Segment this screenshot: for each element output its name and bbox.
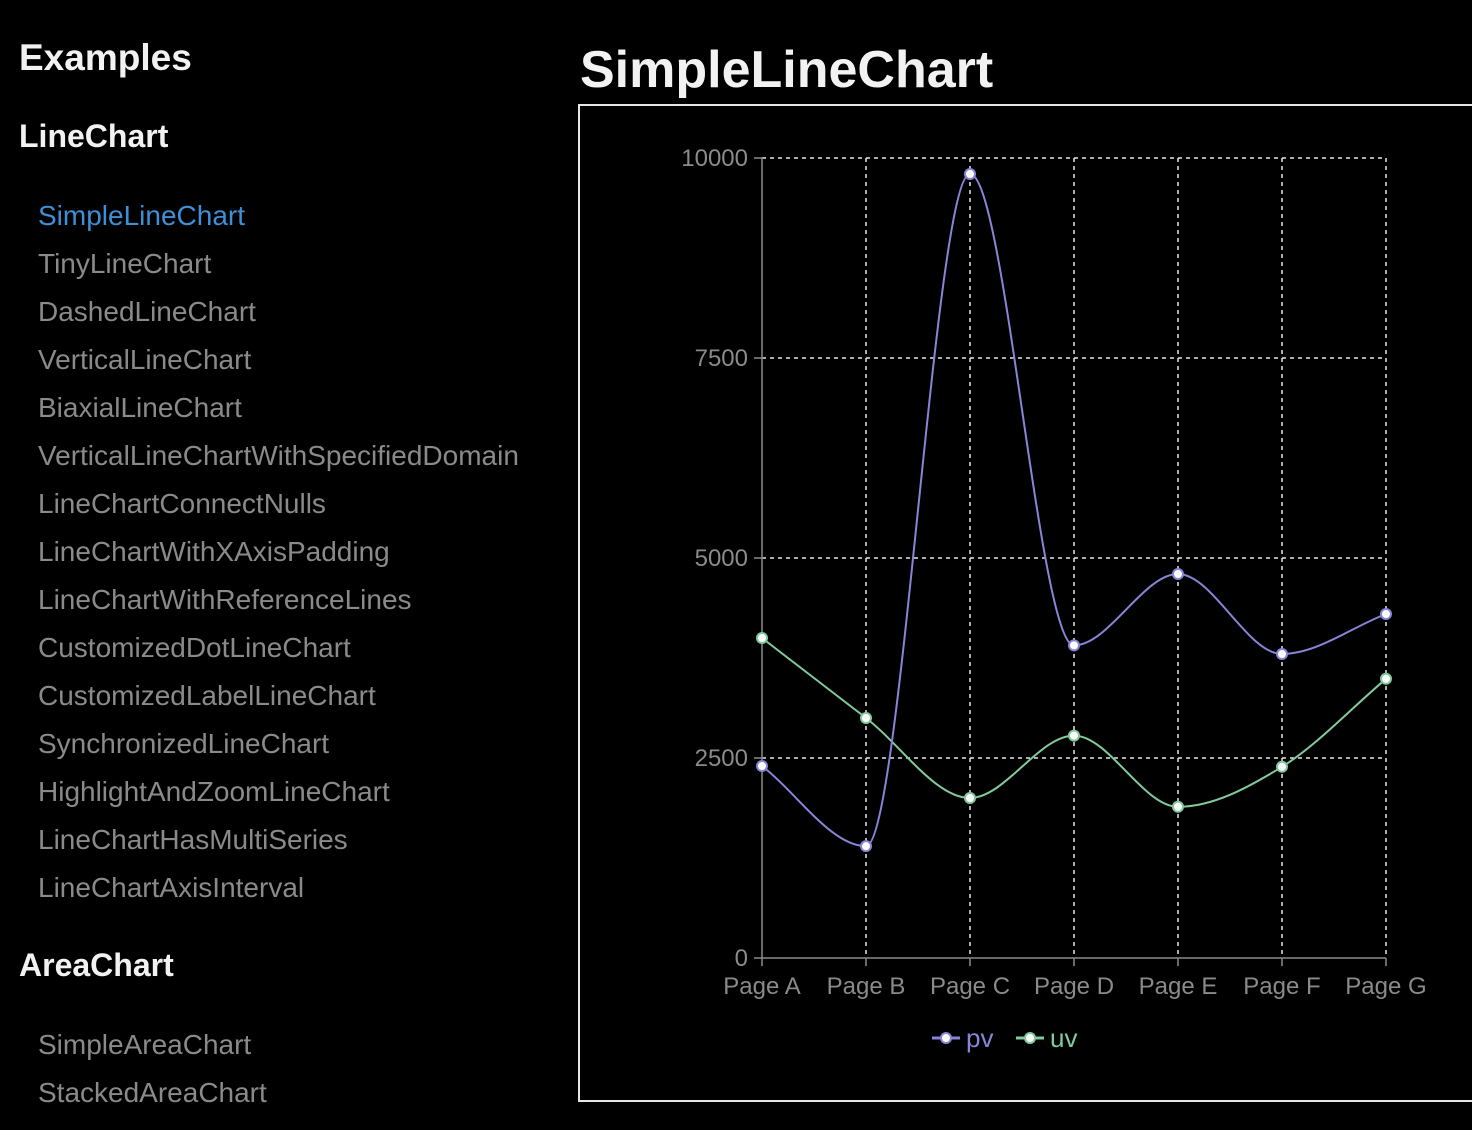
nav-item-tiny-line-chart[interactable]: TinyLineChart [38,248,212,279]
section-heading-areachart: AreaChart [19,947,174,983]
data-point-uv [860,712,872,724]
sidebar-title: Examples [19,37,192,78]
data-point-uv [756,632,768,644]
nav-item-biaxial-line-chart[interactable]: BiaxialLineChart [38,392,242,423]
x-tick-label: Page E [1139,973,1218,1000]
data-point-pv [860,840,872,853]
nav-item-vertical-line-chart[interactable]: VerticalLineChart [38,344,252,375]
line-chart: 0 2500 5000 7500 10000 Page A Page B Page C Page… [681,145,1426,1053]
nav-item-customized-label-line-chart[interactable]: CustomizedLabelLineChart [38,680,376,711]
y-tick-label: 0 [735,945,748,972]
nav-item-line-chart-connect-nulls[interactable]: LineChartConnectNulls [38,488,326,519]
data-point-pv [964,168,976,180]
nav-item-simple-area-chart[interactable]: SimpleAreaChart [38,1029,252,1060]
nav-item-line-chart-axis-interval[interactable]: LineChartAxisInterval [38,872,305,903]
nav-item-stacked-area-chart[interactable]: StackedAreaChart [38,1077,267,1108]
data-point-uv [1172,800,1184,813]
data-point-pv [1172,568,1184,580]
section-heading-linechart: LineChart [19,118,169,154]
nav-item-dashed-line-chart[interactable]: DashedLineChart [38,296,256,327]
legend-label-uv: uv [1050,1023,1077,1053]
nav-item-highlight-zoom-line-chart[interactable]: HighlightAndZoomLineChart [38,776,390,807]
data-point-pv [1276,648,1288,660]
nav-list-linechart: SimpleLineChart TinyLineChart DashedLine… [38,192,538,912]
data-point-pv [1068,639,1080,652]
y-tick-label: 7500 [695,345,748,372]
x-tick-label: Page G [1345,973,1426,1000]
nav-item-simple-line-chart[interactable]: SimpleLineChart [38,200,245,231]
x-tick-label: Page A [723,973,800,1000]
data-point-pv [1380,608,1392,620]
sidebar: Examples LineChart SimpleLineChart TinyL… [0,0,540,1130]
data-point-uv [1068,729,1080,742]
y-tick-label: 2500 [695,745,748,772]
nav-item-line-chart-multi-series[interactable]: LineChartHasMultiSeries [38,824,348,855]
x-tick-label: Page C [930,973,1010,1000]
series-line-pv [761,172,1387,848]
data-point-pv [756,760,768,772]
x-tick-label: Page D [1034,973,1114,1000]
y-tick-label: 10000 [681,145,748,172]
data-point-uv [1276,760,1288,773]
nav-item-line-chart-x-axis-padding[interactable]: LineChartWithXAxisPadding [38,536,390,567]
nav-list-areachart: SimpleAreaChart StackedAreaChart [38,1021,538,1117]
nav-item-synchronized-line-chart[interactable]: SynchronizedLineChart [38,728,330,759]
nav-item-vertical-line-chart-specified-domain[interactable]: VerticalLineChartWithSpecifiedDomain [38,440,519,471]
nav-item-customized-dot-line-chart[interactable]: CustomizedDotLineChart [38,632,351,663]
y-tick-label: 5000 [695,545,748,572]
nav-item-line-chart-reference-lines[interactable]: LineChartWithReferenceLines [38,584,412,615]
legend-marker-uv [1024,1032,1036,1044]
x-tick-label: Page B [827,973,906,1000]
data-point-uv [1380,672,1392,685]
legend-label-pv: pv [966,1023,993,1053]
chart-container: 0 2500 5000 7500 10000 Page A Page B Page C Page… [578,104,1472,1102]
page-title: SimpleLineChart [580,41,994,99]
legend-marker-pv [940,1032,952,1044]
x-tick-label: Page F [1243,973,1320,1000]
data-point-uv [964,792,976,804]
